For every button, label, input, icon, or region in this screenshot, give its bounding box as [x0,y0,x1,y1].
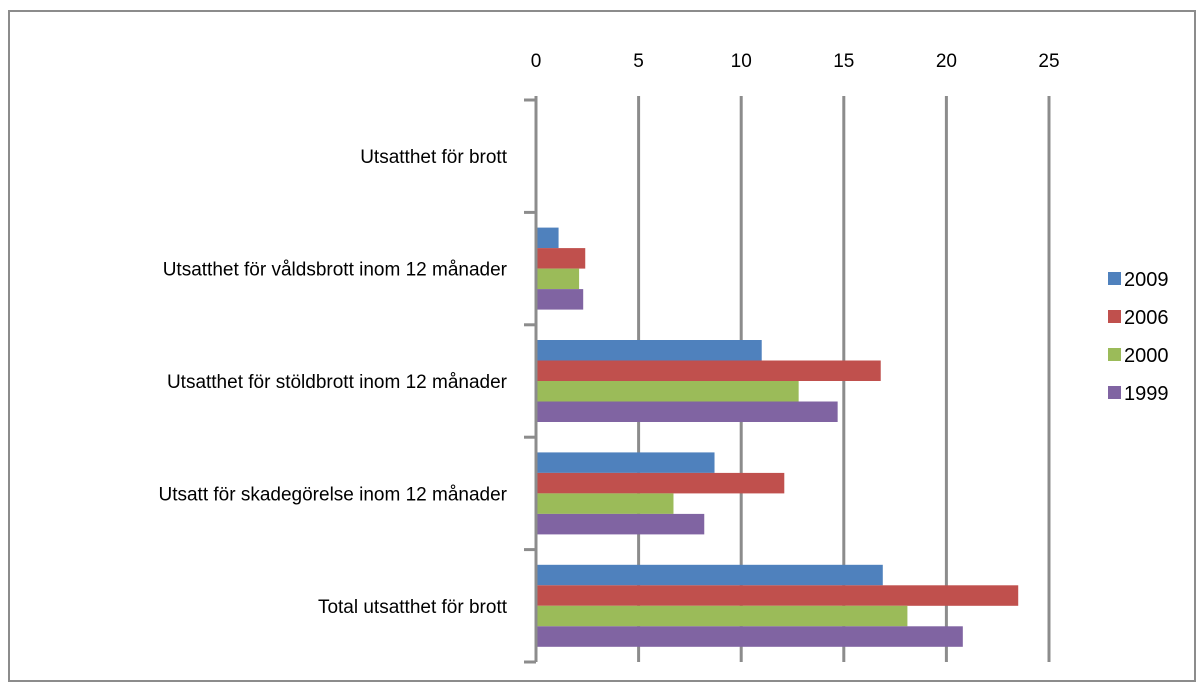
x-tick-label: 20 [936,51,957,72]
bar-2006-2 [537,360,881,381]
category-labels: Utsatthet för brott Utsatthet för våldsbr… [158,147,507,618]
x-tick-label: 0 [531,51,542,72]
legend-label-1999: 1999 [1124,383,1169,405]
legend-label-2000: 2000 [1124,345,1169,367]
category-label: Utsatthet för brott [360,147,508,168]
x-tick-label: 5 [633,51,644,72]
bar-2000-3 [537,493,674,514]
bar-2006-1 [537,248,586,269]
category-label: Utsatthet för stöldbrott inom 12 månader [167,372,508,393]
bar-1999-2 [537,401,838,422]
legend-swatch-2006 [1108,310,1121,323]
bar-2009-3 [537,452,715,473]
x-tick-label: 25 [1038,51,1059,72]
bar-2000-2 [537,381,799,402]
category-label: Utsatthet för våldsbrott inom 12 månader [163,260,508,281]
bar-1999-1 [537,289,584,310]
bars [537,227,1019,647]
value-axis-ticks: 0 5 10 15 20 25 [531,51,1060,72]
bar-2009-4 [537,564,883,586]
bar-2006-4 [537,585,1019,606]
category-label: Utsatt för skadegörelse inom 12 månader [158,484,507,505]
bar-1999-4 [537,626,963,647]
bar-1999-3 [537,513,705,535]
legend-swatch-2000 [1108,348,1121,361]
category-axis [524,98,538,664]
x-tick-label: 10 [731,51,752,72]
x-tick-label: 15 [833,51,854,72]
legend-swatch-1999 [1108,386,1121,399]
category-label: Total utsatthet för brott [318,597,508,618]
legend-label-2009: 2009 [1124,269,1169,291]
bar-2000-1 [537,268,580,290]
bar-2006-3 [537,472,785,494]
bar-2009-1 [537,227,559,249]
bar-2000-4 [537,605,908,627]
legend-label-2006: 2006 [1124,307,1169,329]
bar-2009-2 [537,340,762,361]
legend: 2009 2006 2000 1999 [1108,269,1169,405]
legend-swatch-2009 [1108,272,1121,285]
